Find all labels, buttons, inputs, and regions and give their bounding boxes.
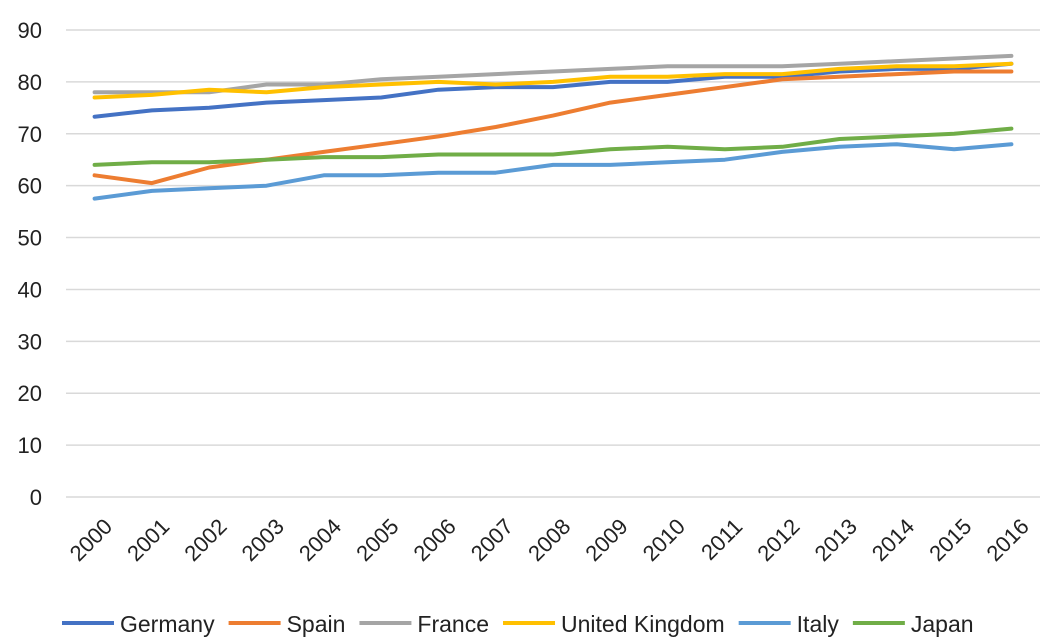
gridlines [66, 29, 1040, 498]
legend-item: Japan [852, 611, 974, 637]
y-tick-label: 90 [18, 18, 42, 43]
y-tick-label: 60 [18, 174, 42, 199]
y-tick-label: 20 [18, 381, 42, 406]
legend-item: Spain [228, 611, 346, 637]
x-axis-ticks: 2000 2001 2002 2003 2004 2005 2006 2007 2008 2009… [65, 514, 1034, 566]
legend-item: France [359, 611, 489, 637]
y-tick-label: 80 [18, 70, 42, 95]
x-tick-label: 2012 [752, 514, 804, 566]
x-tick-label: 2015 [924, 514, 976, 566]
x-tick-label: 2008 [523, 514, 575, 566]
series-line-united-kingdom [92, 61, 1014, 100]
x-tick-label: 2010 [638, 514, 690, 566]
x-tick-label: 2013 [810, 514, 862, 566]
legend-item: Germany [62, 611, 215, 637]
x-tick-label: 2001 [122, 514, 174, 566]
y-tick-label: 40 [18, 277, 42, 302]
legend-item: United Kingdom [503, 611, 725, 637]
y-axis-ticks: 0 10 20 30 40 50 60 70 80 90 [18, 18, 42, 510]
legend-label: Spain [287, 611, 346, 637]
x-tick-label: 2006 [409, 514, 461, 566]
x-tick-label: 2009 [580, 514, 632, 566]
legend-label: United Kingdom [561, 611, 725, 637]
legend-label: Japan [911, 611, 974, 637]
y-tick-label: 50 [18, 226, 42, 251]
series-line-italy [92, 142, 1014, 201]
x-tick-label: 2002 [179, 514, 231, 566]
legend: Germany Spain France United Kingdom Italy Jap… [62, 611, 974, 637]
series-line-germany [92, 61, 1014, 119]
x-tick-label: 2000 [65, 514, 117, 566]
x-tick-label: 2004 [294, 514, 346, 566]
x-tick-label: 2007 [466, 514, 518, 566]
series-line-france [92, 53, 1014, 95]
x-tick-label: 2003 [237, 514, 289, 566]
legend-label: Italy [797, 611, 840, 637]
y-tick-label: 70 [18, 122, 42, 147]
legend-label: France [417, 611, 489, 637]
x-tick-label: 2014 [867, 514, 919, 566]
series-lines [92, 53, 1014, 201]
series-line-japan [92, 126, 1014, 167]
legend-label: Germany [120, 611, 215, 637]
legend-item: Italy [738, 611, 840, 637]
y-tick-label: 10 [18, 433, 42, 458]
y-tick-label: 0 [30, 485, 42, 510]
x-tick-label: 2011 [696, 514, 747, 565]
x-tick-label: 2005 [351, 514, 403, 566]
x-tick-label: 2016 [981, 514, 1033, 566]
y-tick-label: 30 [18, 329, 42, 354]
